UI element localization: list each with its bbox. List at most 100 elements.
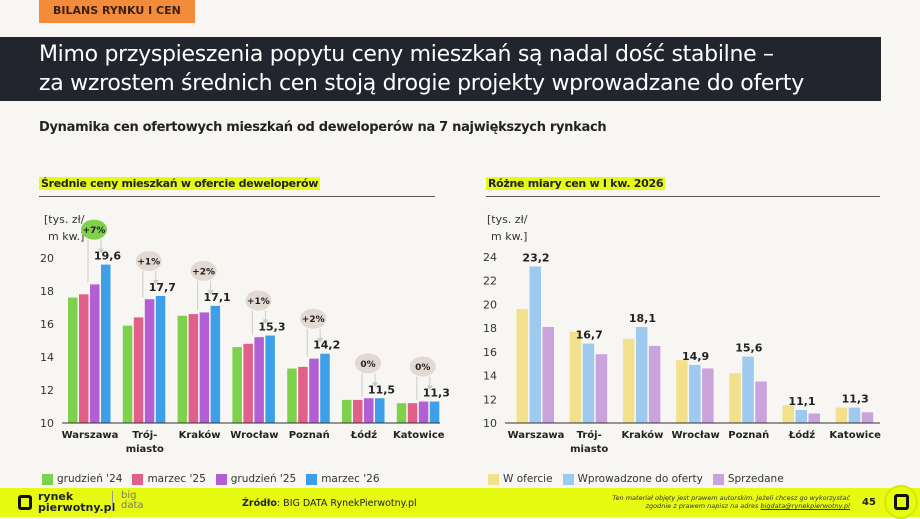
bar bbox=[177, 315, 188, 423]
bar bbox=[429, 401, 440, 423]
title-line-2: za wzrostem średnich cen stoją drogie pr… bbox=[39, 71, 804, 96]
data-label: 19,6 bbox=[94, 250, 121, 263]
bar bbox=[101, 264, 111, 423]
change-badge-label: 0% bbox=[360, 360, 375, 370]
bar bbox=[133, 317, 144, 423]
y-axis-label: m kw.] bbox=[491, 230, 527, 243]
logo-icon bbox=[18, 494, 32, 510]
change-badge bbox=[245, 290, 272, 311]
data-label: 11,3 bbox=[423, 387, 450, 400]
legend-swatch bbox=[132, 473, 144, 485]
bar bbox=[542, 326, 554, 423]
y-tick-label: 18 bbox=[483, 322, 497, 335]
bar bbox=[287, 368, 297, 423]
legend-swatch bbox=[488, 473, 499, 485]
bar bbox=[835, 407, 848, 423]
bar bbox=[582, 343, 595, 423]
change-badge-label: +2% bbox=[302, 315, 325, 325]
x-tick-label: Katowice bbox=[393, 430, 445, 441]
x-tick-label: miasto bbox=[570, 444, 608, 455]
y-axis-label: m kw.] bbox=[48, 230, 84, 243]
x-tick-label: miasto bbox=[126, 444, 164, 455]
change-badge bbox=[409, 356, 436, 377]
x-tick-label: Warszawa bbox=[62, 430, 119, 441]
bar bbox=[569, 331, 582, 423]
email-link[interactable]: bigdata@rynekpierwotny.pl bbox=[760, 502, 850, 510]
legend-swatch bbox=[306, 473, 318, 485]
y-tick-label: 22 bbox=[483, 275, 497, 288]
bar bbox=[254, 337, 264, 423]
bar bbox=[199, 312, 210, 423]
left-legend: grudzień '24 marzec '25 grudzień '25 marzec… bbox=[42, 473, 380, 485]
legend-item: grudzień '24 bbox=[42, 473, 122, 485]
copyright-note: Ten materiał objęty jest prawem autorski… bbox=[612, 494, 850, 510]
bar bbox=[320, 353, 330, 423]
change-badge-label: +2% bbox=[192, 267, 215, 277]
change-arrow-icon bbox=[207, 289, 214, 295]
change-arrow-icon bbox=[426, 385, 433, 391]
bar bbox=[516, 309, 528, 423]
big-data-logo: big data bbox=[112, 491, 144, 511]
y-tick-label: 16 bbox=[483, 346, 497, 359]
legend-label: grudzień '24 bbox=[57, 473, 123, 485]
y-tick-label: 14 bbox=[483, 370, 497, 383]
bar bbox=[188, 314, 199, 423]
y-tick-label: 12 bbox=[40, 384, 54, 397]
bar bbox=[808, 413, 820, 423]
y-tick-label: 20 bbox=[483, 298, 497, 311]
bar bbox=[364, 398, 374, 423]
legend-label: marzec '26 bbox=[321, 473, 380, 485]
bar bbox=[635, 326, 648, 423]
y-tick-label: 24 bbox=[483, 251, 497, 264]
right-legend: W ofercie Wprowadzone do oferty Sprzedane bbox=[488, 473, 784, 485]
legend-swatch bbox=[562, 473, 574, 485]
bar bbox=[702, 368, 714, 423]
title-line-1: Mimo przyspieszenia popytu ceny mieszkań… bbox=[39, 42, 774, 67]
data-label: 18,1 bbox=[629, 312, 656, 325]
bar bbox=[396, 403, 407, 423]
divider bbox=[39, 196, 435, 197]
y-tick-label: 12 bbox=[483, 393, 497, 406]
bar bbox=[210, 305, 221, 423]
bar bbox=[529, 266, 541, 423]
bar bbox=[861, 412, 874, 423]
bar bbox=[676, 360, 688, 423]
bar bbox=[155, 295, 166, 423]
bar bbox=[122, 325, 133, 423]
brand-circle-icon bbox=[884, 485, 918, 519]
legend-item: W ofercie bbox=[488, 473, 553, 485]
x-tick-label: Poznań bbox=[728, 429, 769, 441]
bar bbox=[298, 366, 308, 423]
legend-swatch bbox=[215, 473, 227, 485]
bar bbox=[68, 297, 78, 423]
bar bbox=[243, 343, 253, 423]
y-axis-label: [tys. zł/ bbox=[487, 213, 528, 226]
page-title: Mimo przyspieszenia popytu ceny mieszkań… bbox=[0, 37, 881, 101]
x-tick-label: Trój- bbox=[577, 429, 602, 441]
data-label: 17,1 bbox=[204, 291, 231, 304]
legend-label: Sprzedane bbox=[727, 473, 784, 485]
bar bbox=[265, 335, 275, 423]
source: Źródło: BIG DATA RynekPierwotny.pl bbox=[242, 498, 417, 509]
legend-item: grudzień '25 bbox=[215, 473, 296, 485]
change-arrow-icon bbox=[98, 248, 104, 254]
footer: rynek pierwotny.pl big data Źródło: BIG DA… bbox=[0, 485, 920, 519]
y-tick-label: 10 bbox=[40, 417, 54, 430]
x-tick-label: Łódź bbox=[350, 429, 377, 441]
change-arrow-icon bbox=[372, 382, 378, 388]
legend-swatch bbox=[42, 473, 53, 485]
legend-item: marzec '26 bbox=[306, 473, 380, 485]
divider bbox=[486, 196, 880, 197]
data-label: 11,5 bbox=[368, 383, 395, 396]
x-tick-label: Łódź bbox=[788, 429, 815, 441]
change-badge bbox=[135, 250, 162, 271]
y-tick-label: 10 bbox=[483, 417, 497, 430]
x-tick-label: Kraków bbox=[621, 429, 663, 441]
right-chart-title: Różne miary cen w I kw. 2026 bbox=[486, 177, 666, 190]
bar bbox=[79, 294, 89, 423]
change-arrow-icon bbox=[152, 279, 159, 285]
data-label: 15,6 bbox=[735, 342, 762, 355]
bar bbox=[90, 284, 100, 423]
legend-item: Sprzedane bbox=[712, 473, 784, 485]
